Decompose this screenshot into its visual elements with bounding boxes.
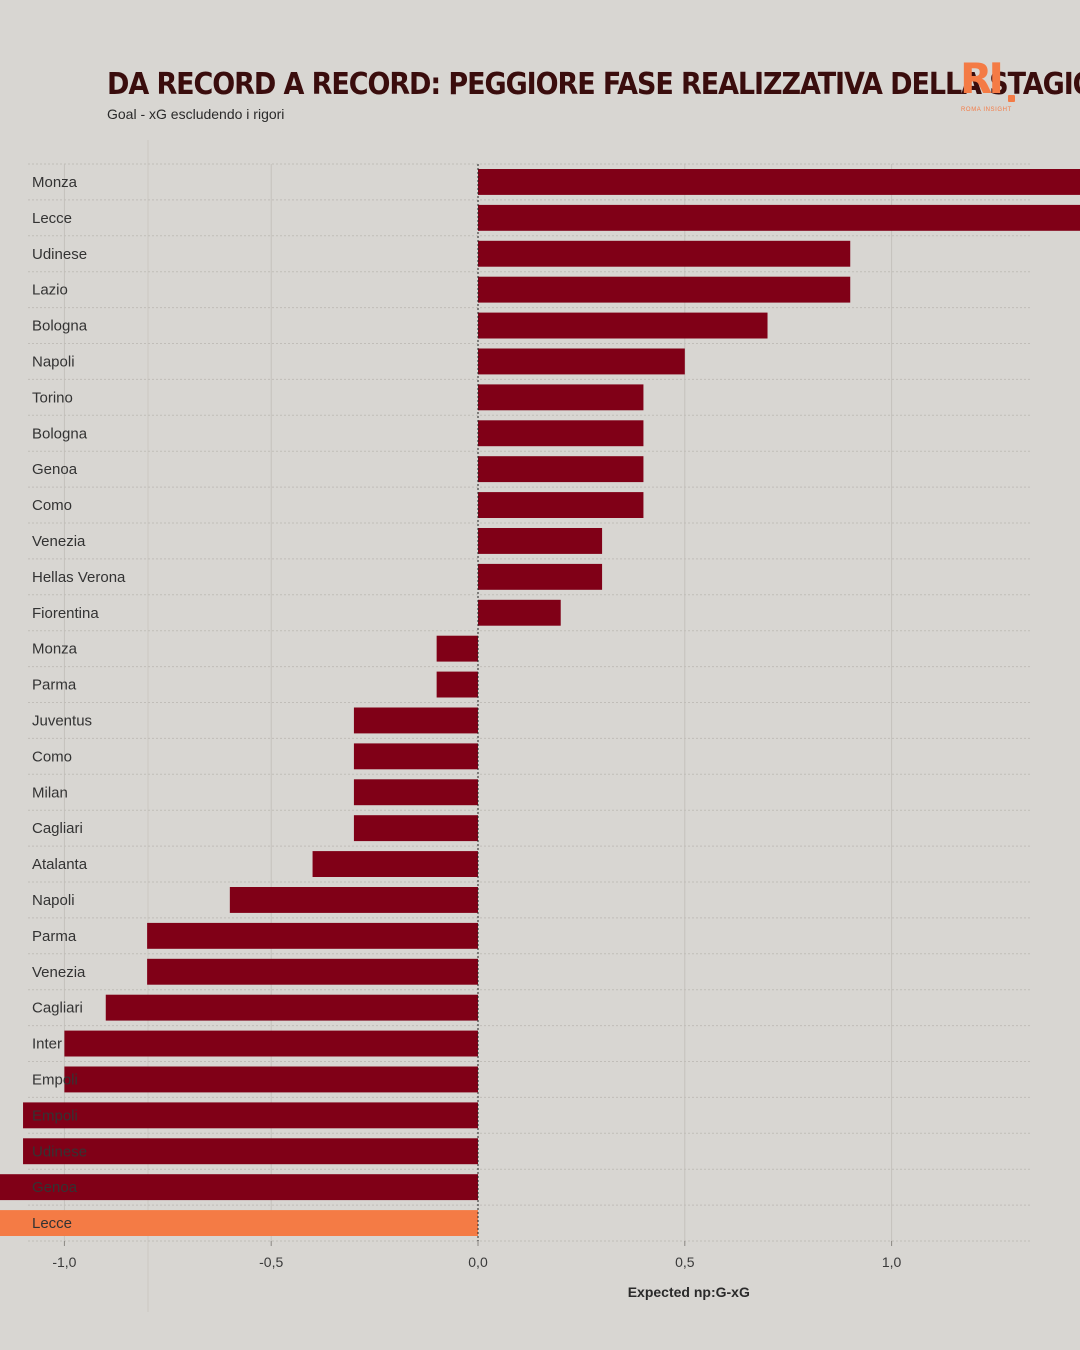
team-label: Bologna xyxy=(32,318,88,335)
team-label: Como xyxy=(32,748,72,765)
team-label: Venezia xyxy=(32,533,86,550)
bar xyxy=(0,1174,479,1201)
bar xyxy=(478,276,851,303)
team-label: Hellas Verona xyxy=(32,569,126,586)
team-label: Monza xyxy=(32,641,78,658)
team-label: Cagliari xyxy=(32,1000,83,1017)
team-label: Inter xyxy=(32,1036,62,1053)
team-label: Lecce xyxy=(32,1215,72,1232)
team-label: Milan xyxy=(32,784,68,801)
x-tick-label: -0,5 xyxy=(259,1254,283,1270)
bar xyxy=(312,851,478,877)
team-label: Parma xyxy=(32,928,77,945)
team-label: Parma xyxy=(32,677,77,694)
logo-subtitle: ROMA INSIGHT xyxy=(961,107,1012,113)
bar xyxy=(23,1138,478,1165)
team-label: Udinese xyxy=(32,246,87,263)
bar xyxy=(229,887,478,913)
team-label: Cagliari xyxy=(32,820,83,837)
team-label: Torino xyxy=(32,389,73,406)
team-label: Atalanta xyxy=(32,856,88,873)
bar xyxy=(353,815,478,842)
logo-mark: RI xyxy=(960,54,1004,103)
logo-dot-icon xyxy=(1008,95,1015,102)
bar xyxy=(353,743,478,770)
bar xyxy=(478,492,644,518)
bar xyxy=(478,312,768,339)
team-label: Como xyxy=(32,497,72,514)
team-label: Udinese xyxy=(32,1143,87,1160)
chart-subtitle: Goal - xG escludendo i rigori xyxy=(107,106,285,122)
chart-header: DA RECORD A RECORD: PEGGIORE FASE REALIZ… xyxy=(107,70,1080,123)
bar xyxy=(353,707,478,734)
bar xyxy=(64,1030,479,1057)
team-label: Napoli xyxy=(32,892,75,909)
team-label: Napoli xyxy=(32,353,75,370)
roma-insight-logo: RI ROMA INSIGHT xyxy=(960,58,1020,118)
x-tick-label: 0,0 xyxy=(468,1254,488,1270)
x-tick-label: 0,5 xyxy=(675,1254,695,1270)
bar xyxy=(23,1102,478,1129)
bar xyxy=(478,528,603,554)
team-label: Monza xyxy=(32,174,78,191)
bar xyxy=(478,599,561,626)
team-label: Lecce xyxy=(32,210,72,227)
team-label: Juventus xyxy=(32,712,92,729)
bar xyxy=(353,779,478,806)
team-label: Venezia xyxy=(32,964,86,981)
bar xyxy=(64,1066,479,1093)
x-tick-label: -1,0 xyxy=(52,1254,76,1270)
x-tick-label: 1,0 xyxy=(882,1254,902,1270)
bar xyxy=(147,922,478,949)
bar xyxy=(478,240,851,267)
bar xyxy=(436,671,478,698)
bar xyxy=(478,204,1080,231)
team-label: Empoli xyxy=(32,1107,78,1124)
bar xyxy=(478,563,603,590)
bar xyxy=(436,635,478,662)
bar xyxy=(478,420,644,447)
bar xyxy=(147,958,478,985)
team-label: Empoli xyxy=(32,1071,78,1088)
bar xyxy=(478,348,685,375)
x-axis-title: Expected np:G-xG xyxy=(628,1284,750,1300)
team-label: Lazio xyxy=(32,282,68,299)
bar xyxy=(478,384,644,411)
team-label: Genoa xyxy=(32,1179,78,1196)
bar xyxy=(478,169,1080,195)
team-label: Bologna xyxy=(32,425,88,442)
bar xyxy=(478,456,644,483)
bar xyxy=(105,994,478,1021)
team-label: Genoa xyxy=(32,461,78,478)
team-label: Fiorentina xyxy=(32,605,99,622)
bar xyxy=(0,1210,478,1236)
